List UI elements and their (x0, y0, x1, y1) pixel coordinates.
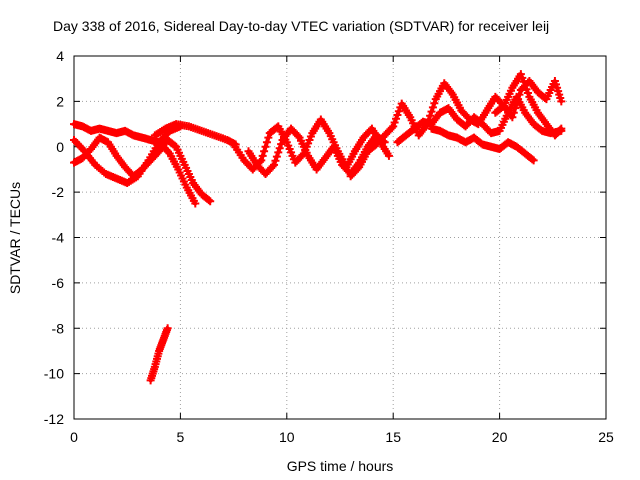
data-point-marker (384, 151, 393, 160)
data-point-marker (523, 89, 532, 98)
data-point-marker (430, 99, 439, 108)
data-point-marker (519, 77, 528, 86)
data-point-marker (498, 103, 507, 112)
data-point-marker (529, 156, 538, 165)
series-track-k (491, 70, 566, 140)
data-point-marker (428, 103, 437, 112)
series-track-j (427, 124, 538, 165)
series-track-g (244, 124, 389, 178)
data-point-marker (258, 151, 267, 160)
data-point-marker (268, 162, 277, 171)
data-point-marker (270, 160, 279, 169)
data-point-marker (163, 324, 172, 333)
data-point-marker (427, 107, 436, 116)
data-point-marker (274, 148, 283, 157)
series-track-f (229, 115, 393, 174)
y-tick-label: -4 (52, 230, 65, 246)
data-point-marker (206, 197, 215, 206)
data-point-marker (392, 114, 401, 123)
data-point-marker (272, 152, 281, 161)
x-tick-label: 0 (70, 429, 78, 445)
data-point-marker (556, 125, 565, 134)
data-point-marker (170, 141, 179, 150)
data-point-marker (204, 196, 213, 205)
chart-title: Day 338 of 2016, Sidereal Day-to-day VTE… (53, 18, 549, 34)
x-tick-label: 15 (385, 429, 401, 445)
data-point-marker (557, 97, 566, 106)
data-point-marker (257, 156, 266, 165)
x-tick-label: 10 (279, 429, 295, 445)
data-point-marker (557, 124, 566, 133)
y-tick-label: 2 (56, 93, 64, 109)
data-point-marker (191, 199, 200, 208)
data-point-marker (528, 155, 537, 164)
series-track-d (146, 324, 172, 385)
data-point-marker (264, 133, 273, 142)
axis-ticks: 0 5 10 15 20 25 -12 -10 -8 -6 -4 -2 0 2 4 (44, 48, 614, 445)
data-point-marker (393, 110, 402, 119)
y-tick-label: 0 (56, 139, 64, 155)
data-point-marker (260, 147, 269, 156)
data-point-marker (394, 107, 403, 116)
y-tick-label: -2 (52, 184, 65, 200)
series-track-a (70, 120, 200, 208)
y-tick-label: -6 (52, 275, 65, 291)
y-axis-title: SDTVAR / TECUs (7, 182, 23, 294)
data-point-marker (426, 111, 435, 120)
data-point-marker (387, 123, 396, 132)
data-series (70, 70, 566, 385)
series-track-c (70, 133, 215, 206)
data-point-marker (516, 70, 525, 79)
data-point-marker (508, 113, 517, 122)
series-track-h (346, 76, 566, 181)
data-point-marker (271, 156, 280, 165)
y-tick-label: -8 (52, 320, 65, 336)
data-point-marker (261, 142, 270, 151)
data-point-marker (294, 132, 303, 141)
x-tick-label: 5 (177, 429, 185, 445)
data-point-marker (521, 81, 530, 90)
data-point-marker (518, 73, 527, 82)
x-tick-label: 25 (598, 429, 614, 445)
data-point-marker (390, 118, 399, 127)
data-point-marker (353, 164, 362, 173)
x-tick-label: 20 (492, 429, 508, 445)
data-point-marker (277, 140, 286, 149)
data-point-marker (522, 85, 531, 94)
y-tick-label: -10 (44, 366, 64, 382)
x-axis-title: GPS time / hours (287, 458, 394, 474)
data-point-marker (389, 122, 398, 131)
data-point-marker (262, 138, 271, 147)
data-point-marker (275, 144, 284, 153)
y-tick-label: -12 (44, 411, 64, 427)
y-tick-label: 4 (56, 48, 64, 64)
